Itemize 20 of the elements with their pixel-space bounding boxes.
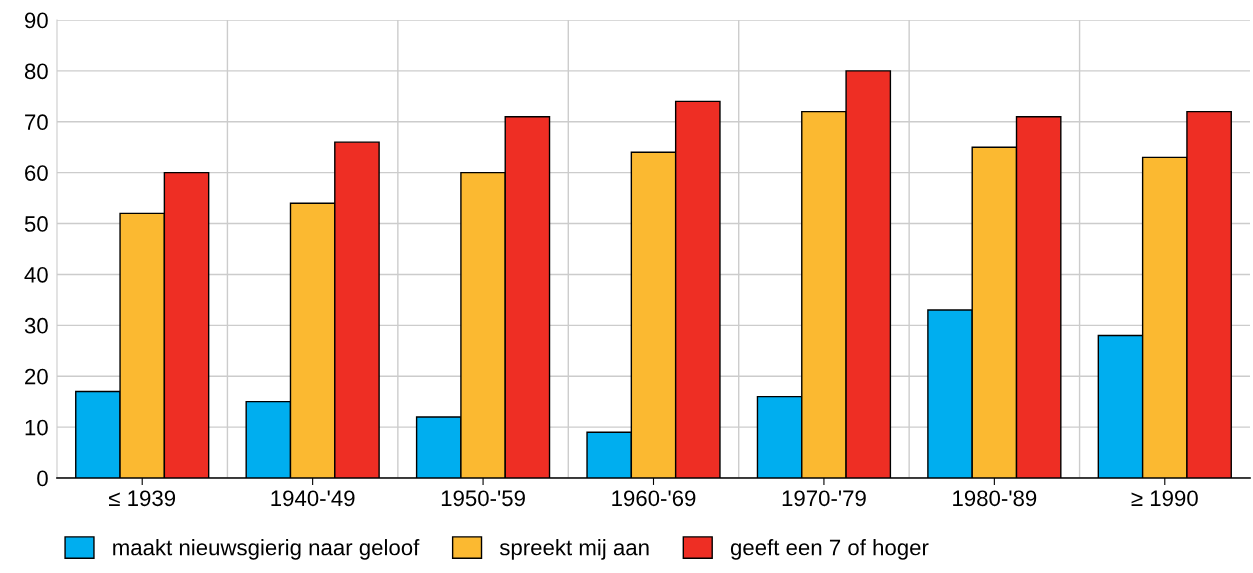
- y-tick-label: 80: [24, 63, 48, 80]
- y-tick-label: 30: [24, 317, 48, 334]
- legend-label: geeft een 7 of hoger: [730, 539, 929, 560]
- x-tick-label: 1980-'89: [953, 490, 1037, 507]
- legend-label: maakt nieuwsgierig naar geloof: [113, 539, 420, 560]
- x-tick-label: 1960-'69: [612, 490, 696, 507]
- legend-label: spreekt mij aan: [499, 539, 649, 560]
- y-tick-label: 90: [24, 12, 48, 29]
- x-tick-label: ≤ 1939: [109, 490, 176, 507]
- y-tick-label: 50: [24, 216, 48, 232]
- x-tick-label: ≥ 1990: [1131, 490, 1198, 507]
- x-tick-label: 1940-'49: [271, 490, 355, 507]
- y-tick-label: 40: [24, 266, 48, 283]
- y-tick-label: 0: [37, 470, 48, 487]
- x-tick-label: 1950-'59: [441, 490, 525, 507]
- y-tick-label: 10: [25, 419, 48, 436]
- y-tick-label: 20: [25, 368, 48, 385]
- y-tick-label: 70: [25, 114, 48, 131]
- y-tick-label: 60: [25, 165, 48, 181]
- x-tick-label: 1970-'79: [782, 490, 866, 507]
